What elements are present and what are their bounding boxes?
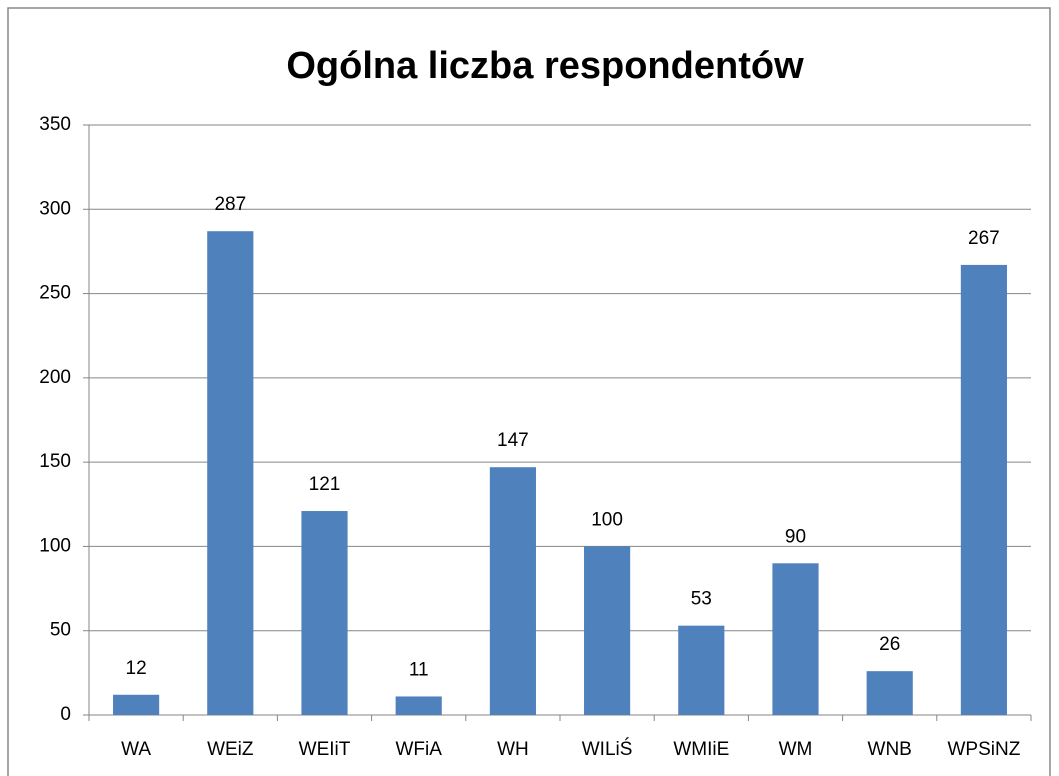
bar — [301, 511, 348, 715]
bar — [113, 694, 160, 715]
bar — [960, 264, 1007, 715]
data-label: 53 — [691, 589, 712, 610]
y-tick-label: 350 — [39, 114, 71, 135]
x-tick-label: WA — [121, 739, 151, 760]
bar — [395, 696, 442, 715]
y-tick-label: 100 — [39, 535, 71, 556]
y-tick-label: 300 — [39, 198, 71, 219]
bar — [772, 563, 819, 715]
data-label: 147 — [497, 430, 529, 451]
data-label: 12 — [126, 658, 147, 679]
bar — [678, 625, 725, 715]
data-label: 287 — [214, 194, 246, 215]
y-tick-label: 50 — [50, 620, 71, 641]
x-tick-label: WEiZ — [207, 739, 254, 760]
data-label: 267 — [968, 228, 1000, 249]
bar — [866, 671, 913, 715]
x-tick-label: WMIiE — [673, 739, 729, 760]
x-tick-label: WPSiNZ — [947, 739, 1020, 760]
x-tick-label: WFiA — [395, 739, 442, 760]
data-label: 121 — [309, 474, 341, 495]
x-tick-label: WEIiT — [299, 739, 351, 760]
x-tick-label: WH — [497, 739, 529, 760]
y-tick-label: 250 — [39, 283, 71, 304]
y-tick-label: 200 — [39, 367, 71, 388]
x-tick-label: WILiŚ — [582, 738, 633, 760]
x-tick-label: WM — [779, 739, 813, 760]
data-label: 100 — [591, 509, 623, 530]
data-label: 11 — [409, 659, 429, 680]
bar — [489, 467, 536, 715]
data-label: 90 — [785, 526, 806, 547]
data-label: 26 — [879, 634, 900, 655]
y-tick-label: 150 — [39, 451, 71, 472]
chart-title: Ogólna liczba respondentów — [286, 45, 804, 87]
x-tick-label: WNB — [868, 739, 912, 760]
bar — [207, 231, 254, 715]
y-tick-label: 0 — [60, 704, 71, 725]
bar — [584, 546, 631, 715]
